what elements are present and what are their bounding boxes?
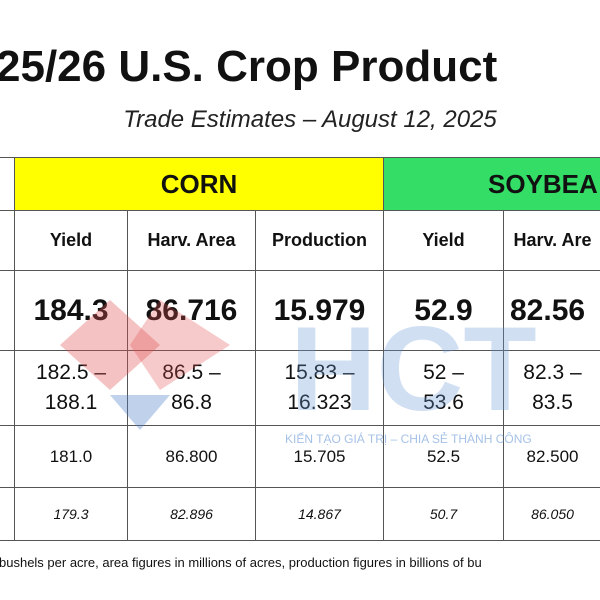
row-stub [0,270,15,351]
table-cell: 86.716 [127,270,256,351]
column-header: Harv. Are [503,210,600,271]
footnote: bushels per acre, area figures in millio… [0,555,482,570]
table-cell: 86.5 – 86.8 [127,350,256,426]
table-cell: 15.979 [255,270,384,351]
table-cell: 184.3 [14,270,128,351]
table-cell: 50.7 [383,487,504,541]
table-cell: 82.3 – 83.5 [503,350,600,426]
table-cell: 181.0 [14,425,128,488]
table-cell: 52 – 53.6 [383,350,504,426]
table-cell: 52.9 [383,270,504,351]
table-cell: 86.800 [127,425,256,488]
table-cell: 86.050 [503,487,600,541]
column-header: Yield [383,210,504,271]
row-stub [0,425,15,488]
table-cell: 179.3 [14,487,128,541]
row-stub [0,487,15,541]
table-cell: 82.56 [503,270,600,351]
table-cell: 52.5 [383,425,504,488]
group-header: SOYBEA [383,157,600,211]
table-cell: 14.867 [255,487,384,541]
row-stub [0,350,15,426]
table-cell: 82.896 [127,487,256,541]
group-header: CORN [14,157,384,211]
subtitle: Trade Estimates – August 12, 2025 [123,106,497,133]
table-cell: 15.83 – 16.323 [255,350,384,426]
table-cell: 15.705 [255,425,384,488]
column-header: Harv. Area [127,210,256,271]
table-cell: 82.500 [503,425,600,488]
table-cell: 182.5 – 188.1 [14,350,128,426]
column-header: Yield [14,210,128,271]
row-stub [0,210,15,271]
row-stub [0,157,15,211]
column-header: Production [255,210,384,271]
title: 25/26 U.S. Crop Product [0,42,498,91]
